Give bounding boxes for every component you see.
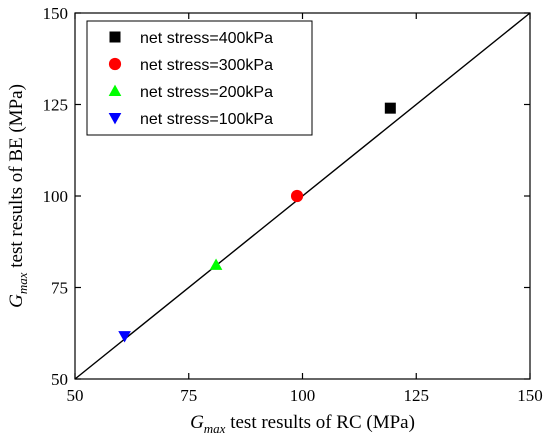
data-point — [290, 189, 304, 203]
y-tick-label: 125 — [43, 96, 69, 115]
y-tick-label: 150 — [43, 4, 69, 23]
legend-marker — [109, 31, 121, 43]
axis-ticks: 50 75 100 125 150 50 75 100 125 150 — [43, 4, 543, 405]
legend-marker — [108, 112, 122, 125]
legend-box — [86, 20, 313, 136]
legend-label: net stress=100kPa — [140, 111, 273, 128]
x-tick-label: 150 — [517, 386, 543, 405]
data-point — [209, 258, 223, 270]
y-axis-label: Gmax test results of BE (MPa) — [6, 84, 30, 308]
x-axis-label: Gmax test results of RC (MPa) — [190, 412, 415, 436]
legend-marker — [108, 57, 122, 71]
data-point — [384, 102, 396, 114]
legend-label: net stress=200kPa — [140, 84, 273, 101]
y-tick-label: 100 — [43, 187, 69, 206]
data-point — [118, 331, 131, 343]
x-tick-label: 100 — [290, 386, 316, 405]
legend-marker — [108, 84, 122, 97]
y-tick-label: 50 — [51, 370, 68, 389]
x-tick-label: 125 — [404, 386, 430, 405]
legend: net stress=400kPa net stress=300kPa net st… — [86, 20, 313, 136]
chart-marks — [74, 12, 531, 380]
legend-label: net stress=400kPa — [140, 30, 273, 47]
x-tick-label: 50 — [67, 386, 84, 405]
legend-label: net stress=300kPa — [140, 57, 273, 74]
y-tick-label: 75 — [51, 279, 68, 298]
x-tick-label: 75 — [180, 386, 197, 405]
